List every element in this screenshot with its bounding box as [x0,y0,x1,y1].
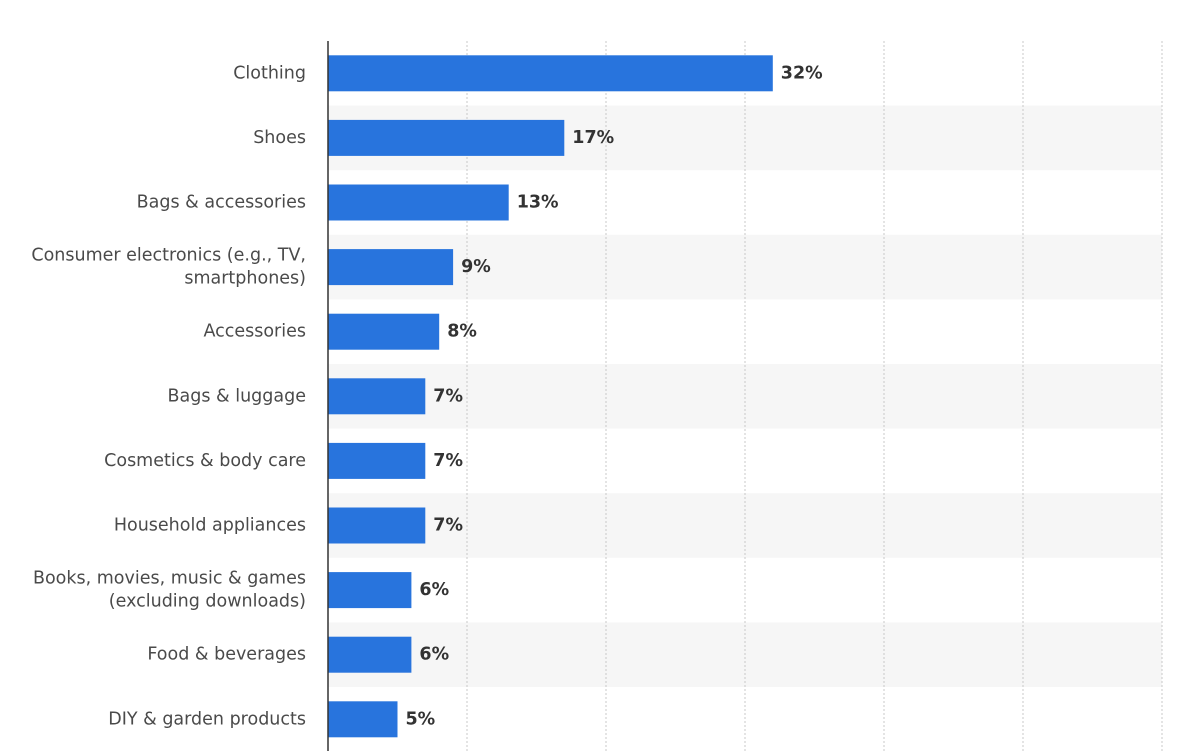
category-label: Books, movies, music & games (excluding d… [33,569,306,612]
category-label: Cosmetics & body care [104,451,306,471]
value-label: 13% [517,193,559,213]
category-label-line: Household appliances [114,516,306,536]
bar[interactable] [328,249,454,286]
category-label: Bags & accessories [137,193,306,213]
category-label: Household appliances [114,516,306,536]
category-label-line: Clothing [233,63,306,83]
category-label: DIY & garden products [108,709,306,729]
value-label: 9% [461,257,491,277]
category-label: Clothing [233,63,306,83]
value-label: 5% [406,709,436,729]
value-label: 8% [447,322,477,342]
category-label-line: Books, movies, music & games [33,569,306,589]
bar[interactable] [328,378,426,415]
bar[interactable] [328,55,773,92]
category-label: Shoes [253,128,306,148]
bar[interactable] [328,119,565,156]
category-label-line: Bags & luggage [168,386,307,406]
bar[interactable] [328,636,412,673]
value-label: 17% [572,128,614,148]
value-label: 7% [433,451,463,471]
category-label-line: Food & beverages [147,645,306,665]
value-label: 7% [433,516,463,536]
bar[interactable] [328,313,440,350]
category-label: Consumer electronics (e.g., TV, smartphon… [31,246,306,289]
value-label: 6% [419,645,449,665]
category-label-line: (excluding downloads) [109,592,306,612]
value-label: 32% [781,63,823,83]
category-label-line: DIY & garden products [108,709,306,729]
bar[interactable] [328,701,398,738]
bar[interactable] [328,442,426,479]
bar[interactable] [328,572,412,609]
category-label-line: Accessories [203,322,306,342]
category-label-line: Cosmetics & body care [104,451,306,471]
category-label: Bags & luggage [168,386,307,406]
value-label: 6% [419,580,449,600]
bar[interactable] [328,184,509,221]
category-label: Accessories [203,322,306,342]
category-label: Food & beverages [147,645,306,665]
category-label-line: smartphones) [184,269,306,289]
category-label-line: Bags & accessories [137,193,306,213]
category-label-line: Shoes [253,128,306,148]
category-label-line: Consumer electronics (e.g., TV, [31,246,306,266]
bar[interactable] [328,507,426,544]
value-label: 7% [433,386,463,406]
